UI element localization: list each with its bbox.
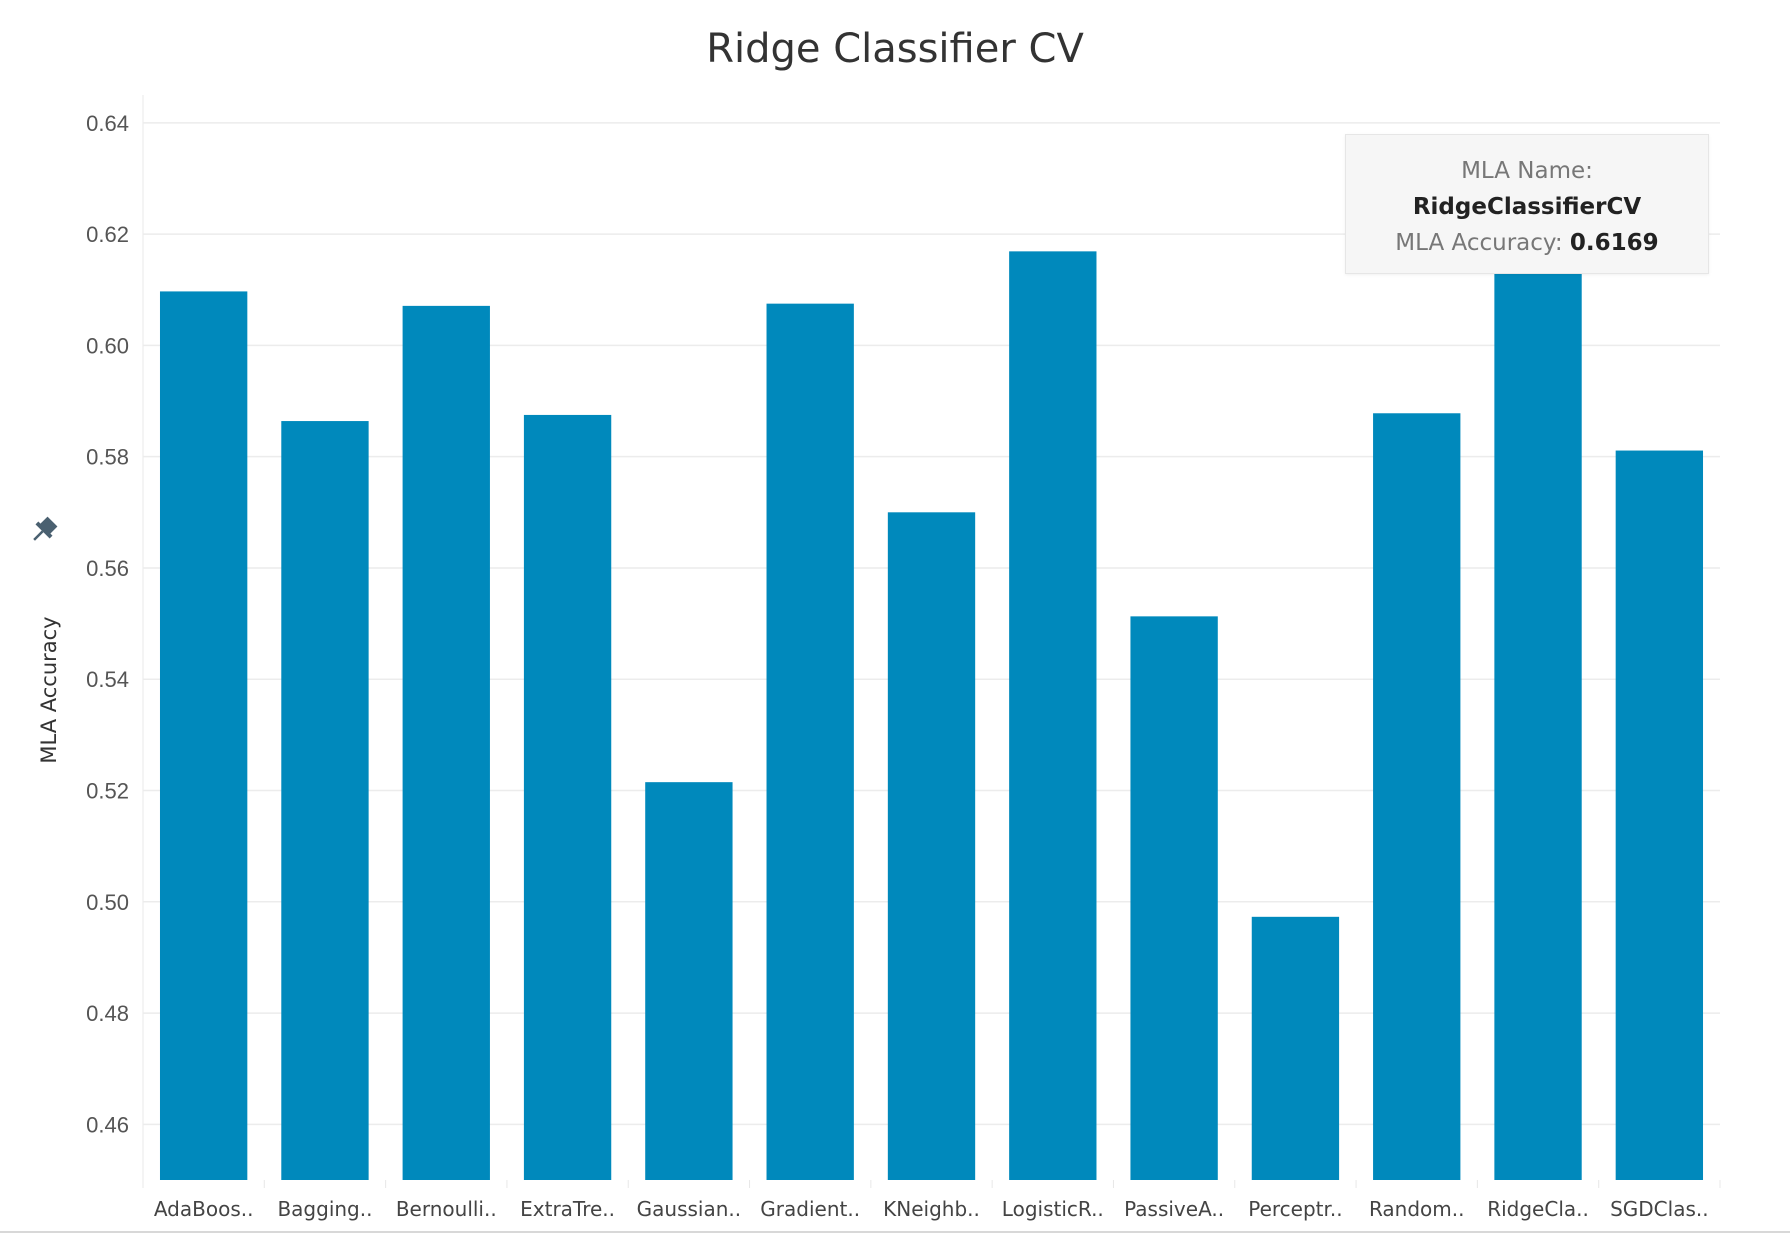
y-tick-label: 0.48: [86, 1001, 129, 1026]
bar[interactable]: [887, 512, 976, 1180]
bar[interactable]: [1615, 450, 1704, 1180]
x-axis-ticks: AdaBoos.. Bagging.. Bernoulli.. ExtraTre.. G…: [154, 1197, 1709, 1221]
tooltip-name-label: MLA Name:: [1461, 158, 1593, 184]
tooltip-accuracy-label: MLA Accuracy:: [1395, 230, 1563, 256]
y-tick-label: 0.64: [86, 111, 129, 136]
tooltip-name-value: RidgeClassifierCV: [1412, 194, 1642, 220]
y-axis-label-group: MLA Accuracy: [37, 616, 61, 763]
bar[interactable]: [159, 291, 248, 1180]
y-tick-label: 0.54: [86, 667, 129, 692]
bar[interactable]: [1009, 251, 1097, 1180]
x-tick-label: LogisticR..: [1002, 1197, 1104, 1221]
bar[interactable]: [766, 303, 854, 1181]
y-tick-label: 0.58: [86, 445, 129, 470]
bar[interactable]: [1494, 251, 1582, 1180]
y-tick-label: 0.56: [86, 556, 129, 581]
x-tick-label: Gaussian..: [637, 1197, 741, 1221]
bar[interactable]: [1373, 413, 1461, 1180]
bars: [159, 251, 1704, 1181]
x-tick-label: Bernoulli..: [396, 1197, 497, 1221]
pin-icon[interactable]: [27, 514, 60, 547]
y-tick-label: 0.46: [86, 1112, 129, 1137]
chart-title: Ridge Classifier CV: [706, 26, 1084, 72]
x-tick-label: Bagging..: [277, 1197, 372, 1221]
tooltip: MLA Name: RidgeClassifierCV MLA Accuracy…: [1345, 134, 1709, 274]
x-tick-label: AdaBoos..: [154, 1197, 254, 1221]
x-tick-label: PassiveA..: [1124, 1197, 1224, 1221]
y-axis-ticks: 0.46 0.48 0.50 0.52 0.54 0.56 0.58 0.60 0.62 0.64: [86, 111, 129, 1138]
x-tick-label: Random..: [1369, 1197, 1465, 1221]
y-axis-label: MLA Accuracy: [37, 616, 61, 763]
bar[interactable]: [402, 305, 490, 1180]
bar[interactable]: [1251, 916, 1340, 1180]
y-tick-label: 0.62: [86, 222, 129, 247]
x-tick-label: Perceptr..: [1248, 1197, 1342, 1221]
y-tick-label: 0.60: [86, 333, 129, 358]
bar[interactable]: [645, 782, 733, 1180]
x-tick-label: RidgeCla..: [1487, 1197, 1589, 1221]
x-tick-label: KNeighb..: [883, 1197, 980, 1221]
bar[interactable]: [523, 414, 612, 1180]
bar[interactable]: [281, 421, 369, 1180]
x-tick-label: SGDClas..: [1610, 1197, 1709, 1221]
bar[interactable]: [1130, 616, 1218, 1180]
tooltip-accuracy-value: 0.6169: [1569, 230, 1659, 256]
y-tick-label: 0.52: [86, 779, 129, 804]
bottom-divider: [0, 1231, 1790, 1233]
x-tick-label: ExtraTre..: [520, 1197, 615, 1221]
x-tick-label: Gradient..: [760, 1197, 860, 1221]
y-tick-label: 0.50: [86, 890, 129, 915]
